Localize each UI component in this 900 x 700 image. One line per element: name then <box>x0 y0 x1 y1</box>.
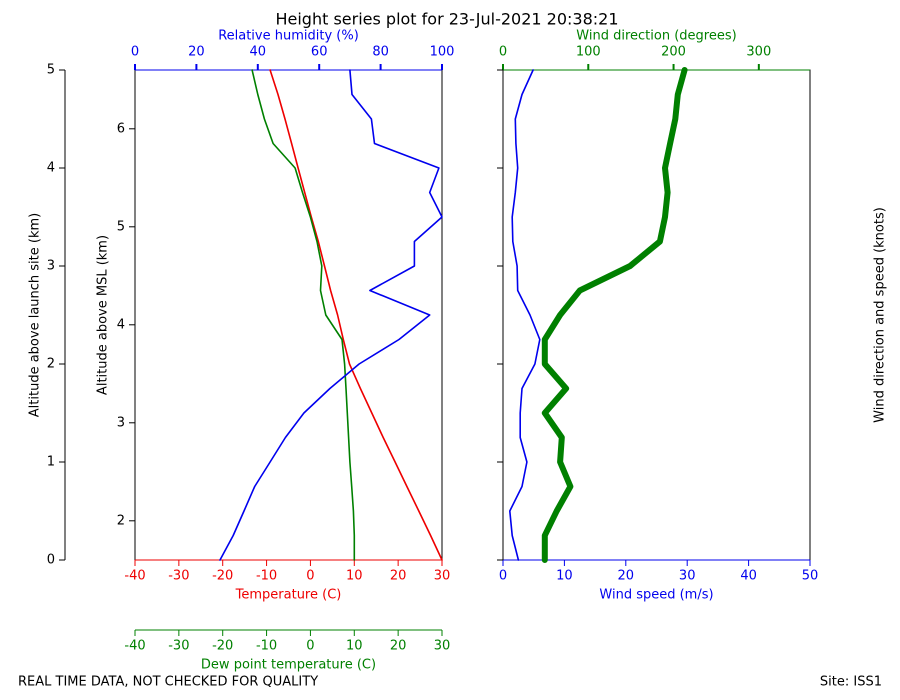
y-tick-label: 4 <box>47 161 55 176</box>
x-tick-label: 10 <box>556 569 573 584</box>
y2-tick-label: 6 <box>117 121 125 136</box>
x2-tick-label: 300 <box>746 45 771 60</box>
x3-tick-label: 30 <box>434 639 451 654</box>
y-tick-label: 0 <box>47 553 55 568</box>
y2-tick-label: 2 <box>117 513 125 528</box>
x3-tick-label: -20 <box>212 639 233 654</box>
x-axis-label: Temperature (C) <box>235 588 342 603</box>
y-tick-label: 5 <box>47 63 55 78</box>
x2-tick-label: 100 <box>430 45 455 60</box>
x-tick-label: -20 <box>212 569 233 584</box>
x2-tick-label: 0 <box>499 45 507 60</box>
y-axis-label: Altitude above launch site (km) <box>28 213 43 417</box>
y2-tick-label: 5 <box>117 219 125 234</box>
x3-tick-label: 10 <box>346 639 363 654</box>
profile-line <box>251 69 356 561</box>
x-tick-label: 20 <box>390 569 407 584</box>
x-tick-label: -30 <box>168 569 189 584</box>
y2-tick-label: 3 <box>117 415 125 430</box>
profile-line <box>541 67 688 563</box>
x2-tick-label: 0 <box>131 45 139 60</box>
profile-line <box>269 69 443 561</box>
x-tick-label: 30 <box>434 569 451 584</box>
quality-note: REAL TIME DATA, NOT CHECKED FOR QUALITY <box>18 675 318 690</box>
x2-tick-label: 80 <box>372 45 389 60</box>
x3-tick-label: 0 <box>306 639 314 654</box>
y2-axis-label: Wind direction and speed (knots) <box>873 207 888 423</box>
x-tick-label: 0 <box>306 569 314 584</box>
x-tick-label: 20 <box>618 569 635 584</box>
x3-tick-label: -40 <box>124 639 145 654</box>
plot-frame <box>134 69 443 561</box>
x-tick-label: 50 <box>802 569 819 584</box>
x-axis-label: Wind speed (m/s) <box>599 588 713 603</box>
x3-tick-label: -30 <box>168 639 189 654</box>
x-tick-label: 10 <box>346 569 363 584</box>
chart-title: Height series plot for 23-Jul-2021 20:38… <box>275 10 618 29</box>
y-tick-label: 1 <box>47 455 55 470</box>
x-tick-label: -40 <box>124 569 145 584</box>
x3-axis-label: Dew point temperature (C) <box>201 658 376 673</box>
x2-tick-label: 100 <box>576 45 601 60</box>
y-tick-label: 2 <box>47 357 55 372</box>
x-tick-label: 40 <box>740 569 757 584</box>
x2-tick-label: 20 <box>188 45 205 60</box>
x-tick-label: 30 <box>679 569 696 584</box>
plot-frame <box>502 69 811 561</box>
x2-axis-label: Relative humidity (%) <box>218 29 359 44</box>
site-label: Site: ISS1 <box>820 675 882 690</box>
x-tick-label: -10 <box>256 569 277 584</box>
profile-line <box>509 69 541 561</box>
x3-tick-label: -10 <box>256 639 277 654</box>
profile-line <box>219 69 443 561</box>
x3-tick-label: 20 <box>390 639 407 654</box>
x2-tick-label: 60 <box>311 45 328 60</box>
x2-tick-label: 40 <box>250 45 267 60</box>
x2-tick-label: 200 <box>661 45 686 60</box>
x-tick-label: 0 <box>499 569 507 584</box>
y2-axis-label: Altitude above MSL (km) <box>96 235 111 395</box>
y2-tick-label: 4 <box>117 317 125 332</box>
y-tick-label: 3 <box>47 259 55 274</box>
x2-axis-label: Wind direction (degrees) <box>576 29 736 44</box>
